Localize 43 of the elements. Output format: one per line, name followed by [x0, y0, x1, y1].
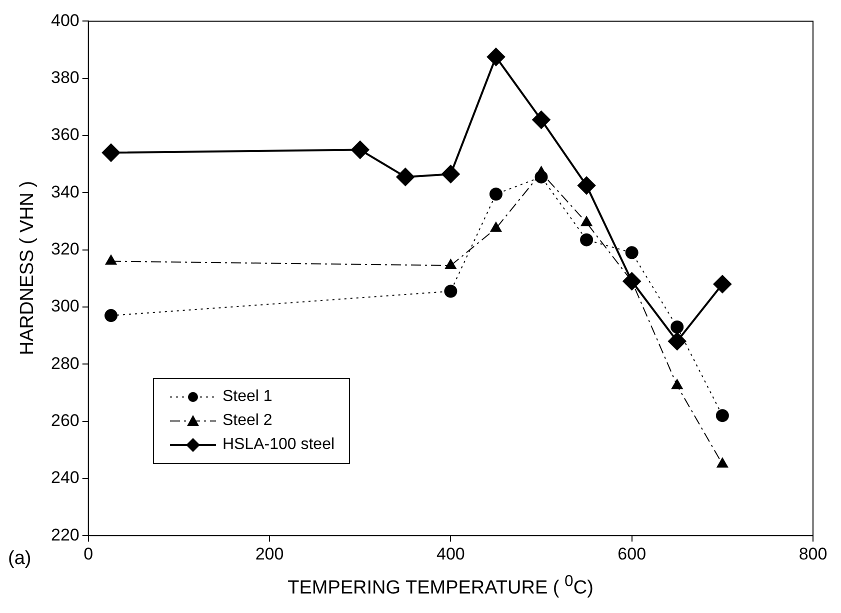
y-tick-label: 340	[50, 182, 80, 202]
y-tick-label: 400	[50, 10, 80, 30]
y-tick-label: 360	[50, 125, 80, 144]
point	[102, 144, 120, 162]
y-tick-label: 280	[50, 354, 80, 373]
point	[578, 176, 596, 195]
x-tick-label: 200	[255, 544, 284, 564]
y-tick-label: 260	[50, 410, 80, 430]
point	[716, 409, 729, 422]
point	[105, 254, 117, 265]
x-tick-label: 800	[798, 544, 828, 564]
point	[580, 233, 594, 246]
point	[351, 140, 370, 159]
point	[442, 165, 460, 184]
point	[670, 320, 684, 334]
legend-label: Steel 1	[222, 388, 272, 405]
y-tick-label: 240	[50, 468, 80, 488]
legend-label: Steel 2	[222, 412, 272, 429]
x-axis-title: TEMPERING TEMPERATURE ( $^{0}$C)	[286, 573, 594, 600]
x-tick-label: 0	[84, 544, 94, 564]
point	[444, 284, 458, 298]
y-tick-label: 300	[50, 296, 80, 316]
point	[668, 332, 686, 350]
point	[396, 168, 414, 186]
y-tick-label: 320	[50, 240, 80, 259]
y-axis-title: HARDNESS ( VHN )	[17, 180, 39, 356]
point	[625, 246, 638, 260]
y-tick-label: 380	[50, 68, 80, 88]
point	[716, 458, 728, 468]
text: (a)	[8, 548, 32, 570]
point	[489, 188, 502, 201]
point	[532, 110, 550, 129]
x-tick-label: 400	[436, 544, 465, 564]
legend-label: HSLA-100 steel	[222, 436, 335, 453]
y-tick-label: 220	[50, 525, 80, 544]
point	[486, 48, 505, 66]
point	[444, 259, 456, 270]
x-tick-label: 600	[618, 544, 646, 564]
point	[580, 216, 592, 226]
point	[104, 309, 118, 322]
point	[490, 222, 502, 232]
point	[671, 379, 683, 390]
point	[713, 275, 732, 294]
